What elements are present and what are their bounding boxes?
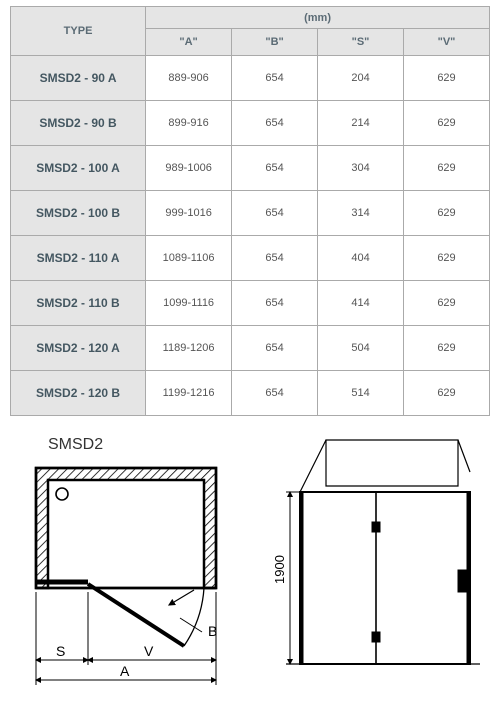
diagrams: SMSD2 xyxy=(0,430,500,702)
lbl-s: S xyxy=(56,643,65,659)
cell-a: 989-1006 xyxy=(146,146,232,191)
cell-a: 1199-1216 xyxy=(146,371,232,416)
plan-diagram: SMSD2 xyxy=(16,436,246,690)
plan-title: SMSD2 xyxy=(48,436,246,454)
hdr-s: "S" xyxy=(318,29,404,56)
cell-a: 899-916 xyxy=(146,101,232,146)
hdr-v: "V" xyxy=(404,29,490,56)
cell-type: SMSD2 - 90 A xyxy=(11,56,146,101)
cell-a: 889-906 xyxy=(146,56,232,101)
lbl-a: A xyxy=(120,663,130,679)
cell-s: 204 xyxy=(318,56,404,101)
lbl-height: 1900 xyxy=(272,555,287,584)
cell-s: 304 xyxy=(318,146,404,191)
cell-type: SMSD2 - 100 B xyxy=(11,191,146,236)
cell-type: SMSD2 - 120 B xyxy=(11,371,146,416)
cell-v: 629 xyxy=(404,281,490,326)
table-row: SMSD2 - 120 B1199-1216654514629 xyxy=(11,371,490,416)
cell-b: 654 xyxy=(232,146,318,191)
cell-s: 314 xyxy=(318,191,404,236)
table-row: SMSD2 - 110 A1089-1106654404629 xyxy=(11,236,490,281)
cell-s: 514 xyxy=(318,371,404,416)
cell-s: 414 xyxy=(318,281,404,326)
table-row: SMSD2 - 90 A889-906654204629 xyxy=(11,56,490,101)
cell-v: 629 xyxy=(404,146,490,191)
cell-type: SMSD2 - 110 A xyxy=(11,236,146,281)
cell-b: 654 xyxy=(232,281,318,326)
cell-b: 654 xyxy=(232,326,318,371)
hdr-a: "A" xyxy=(146,29,232,56)
cell-a: 1099-1116 xyxy=(146,281,232,326)
table-body: SMSD2 - 90 A889-906654204629SMSD2 - 90 B… xyxy=(11,56,490,416)
cell-v: 629 xyxy=(404,56,490,101)
cell-a: 1089-1106 xyxy=(146,236,232,281)
lbl-v: V xyxy=(144,643,154,659)
cell-a: 999-1016 xyxy=(146,191,232,236)
cell-type: SMSD2 - 110 B xyxy=(11,281,146,326)
cell-s: 504 xyxy=(318,326,404,371)
table-row: SMSD2 - 90 B899-916654214629 xyxy=(11,101,490,146)
cell-b: 654 xyxy=(232,191,318,236)
cell-v: 629 xyxy=(404,371,490,416)
cell-b: 654 xyxy=(232,236,318,281)
hdr-b: "B" xyxy=(232,29,318,56)
cell-type: SMSD2 - 90 B xyxy=(11,101,146,146)
spec-table: TYPE (mm) "A" "B" "S" "V" SMSD2 - 90 A88… xyxy=(10,6,490,416)
cell-b: 654 xyxy=(232,56,318,101)
cell-type: SMSD2 - 100 A xyxy=(11,146,146,191)
table-row: SMSD2 - 120 A1189-1206654504629 xyxy=(11,326,490,371)
table-row: SMSD2 - 110 B1099-1116654414629 xyxy=(11,281,490,326)
cell-type: SMSD2 - 120 A xyxy=(11,326,146,371)
cell-a: 1189-1206 xyxy=(146,326,232,371)
cell-v: 629 xyxy=(404,326,490,371)
cell-b: 654 xyxy=(232,371,318,416)
cell-v: 629 xyxy=(404,101,490,146)
table-row: SMSD2 - 100 B999-1016654314629 xyxy=(11,191,490,236)
page: TYPE (mm) "A" "B" "S" "V" SMSD2 - 90 A88… xyxy=(0,6,500,702)
elevation-svg: 1900 xyxy=(256,436,482,686)
cell-v: 629 xyxy=(404,236,490,281)
cell-s: 404 xyxy=(318,236,404,281)
elevation-diagram: 1900 xyxy=(256,436,482,690)
cell-v: 629 xyxy=(404,191,490,236)
plan-svg: B S V A xyxy=(16,460,246,690)
table-row: SMSD2 - 100 A989-1006654304629 xyxy=(11,146,490,191)
cell-b: 654 xyxy=(232,101,318,146)
cell-s: 214 xyxy=(318,101,404,146)
hdr-type: TYPE xyxy=(11,7,146,56)
hdr-group: (mm) xyxy=(146,7,490,29)
